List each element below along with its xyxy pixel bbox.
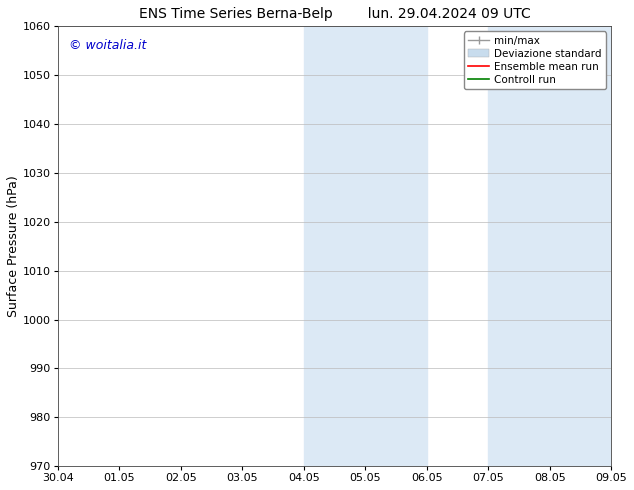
Bar bbox=[304, 26, 427, 466]
Legend: min/max, Deviazione standard, Ensemble mean run, Controll run: min/max, Deviazione standard, Ensemble m… bbox=[464, 31, 606, 89]
Y-axis label: Surface Pressure (hPa): Surface Pressure (hPa) bbox=[7, 175, 20, 317]
Bar bbox=[488, 26, 611, 466]
Text: © woitalia.it: © woitalia.it bbox=[69, 40, 146, 52]
Title: ENS Time Series Berna-Belp        lun. 29.04.2024 09 UTC: ENS Time Series Berna-Belp lun. 29.04.20… bbox=[139, 7, 531, 21]
